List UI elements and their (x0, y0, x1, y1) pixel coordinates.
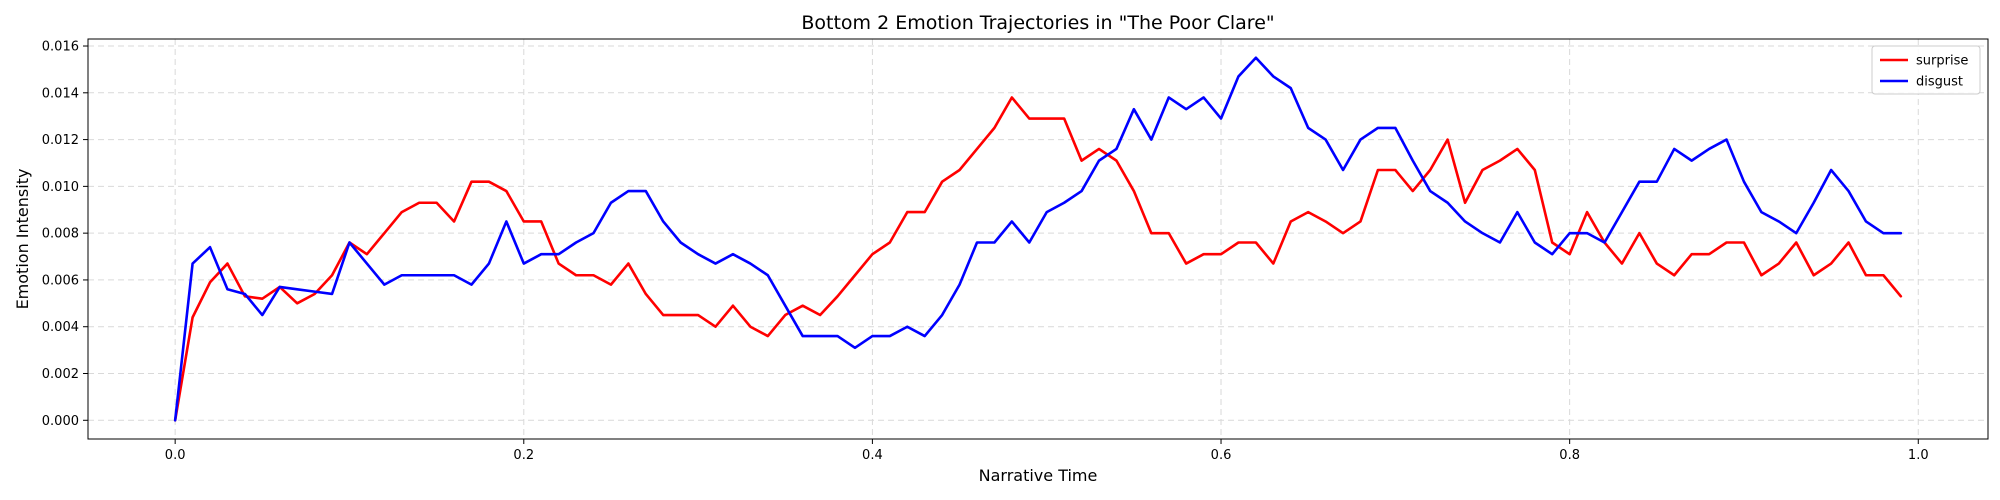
grid (88, 39, 1988, 439)
x-tick-label: 0.8 (1559, 448, 1580, 463)
chart-title: Bottom 2 Emotion Trajectories in "The Po… (801, 12, 1274, 34)
x-tick-label: 0.6 (1211, 448, 1232, 463)
x-tick-label: 0.2 (513, 448, 534, 463)
y-tick-label: 0.006 (42, 273, 79, 288)
legend-label-disgust: disgust (1916, 75, 1963, 90)
x-axis-ticks: 0.0 0.2 0.4 0.6 0.8 1.0 (165, 439, 1929, 463)
x-tick-label: 0.4 (862, 448, 883, 463)
plot-frame (87, 38, 1989, 440)
x-axis-title: Narrative Time (979, 466, 1098, 485)
series-line-surprise (173, 96, 1903, 422)
y-tick-label: 0.002 (42, 367, 79, 382)
y-tick-label: 0.016 (42, 40, 79, 55)
y-tick-label: 0.004 (42, 320, 79, 335)
y-tick-label: 0.014 (42, 86, 79, 101)
x-tick-label: 0.0 (165, 448, 186, 463)
legend-label-surprise: surprise (1916, 54, 1968, 69)
y-axis-ticks: 0.000 0.002 0.004 0.006 0.008 0.010 0.012 0.014… (42, 40, 88, 429)
series-line-disgust (173, 56, 1903, 422)
y-tick-label: 0.008 (42, 227, 79, 242)
y-axis-title: Emotion Intensity (13, 169, 32, 310)
y-tick-label: 0.012 (42, 133, 79, 148)
legend: surprise disgust (1871, 45, 1981, 95)
series-lines (173, 56, 1903, 422)
y-tick-label: 0.000 (42, 414, 79, 429)
x-tick-label: 1.0 (1908, 448, 1929, 463)
y-tick-label: 0.010 (42, 180, 79, 195)
